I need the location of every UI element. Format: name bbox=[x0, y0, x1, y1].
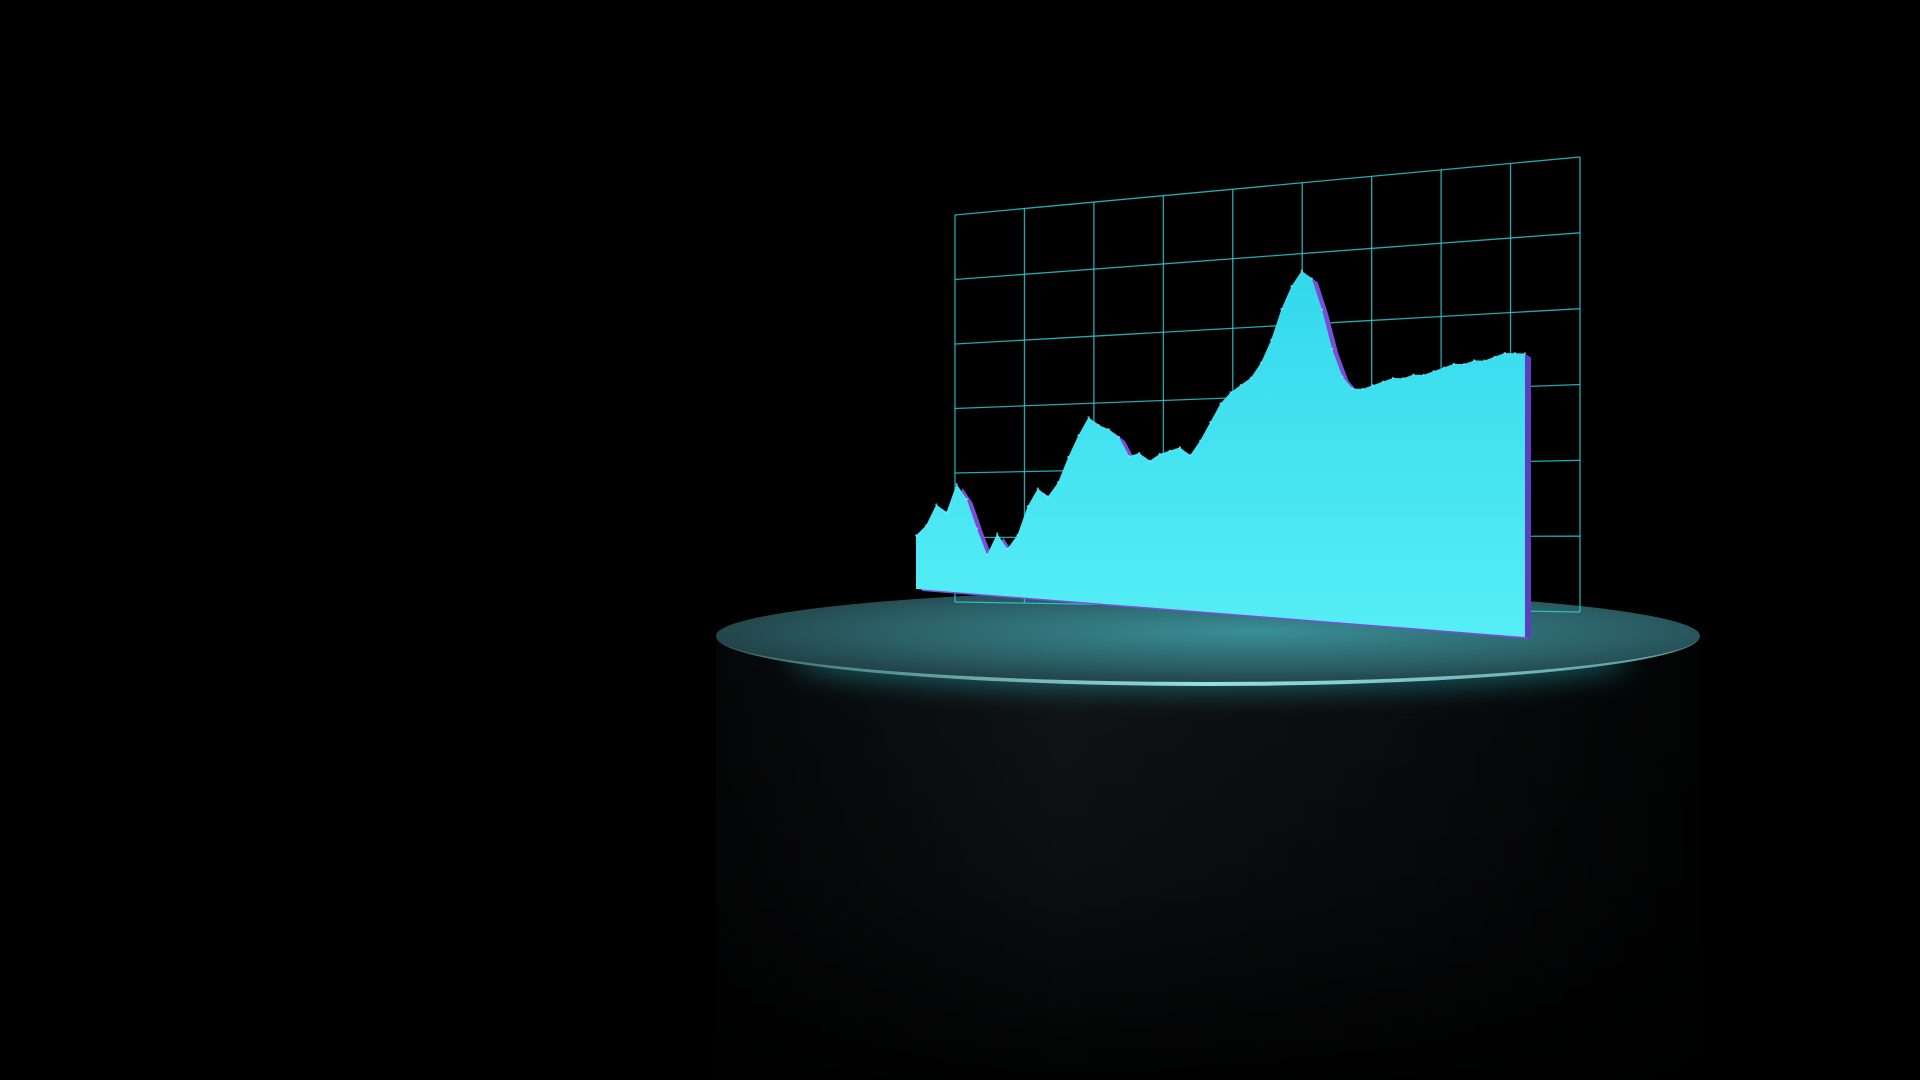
area-chart-point bbox=[1249, 376, 1253, 379]
area-chart-point bbox=[1199, 439, 1202, 442]
area-chart-point bbox=[1341, 375, 1344, 378]
area-chart-point bbox=[1209, 420, 1212, 424]
area-chart-point bbox=[1006, 547, 1009, 551]
area-chart-point bbox=[1412, 373, 1415, 376]
area-chart-point bbox=[1462, 362, 1466, 366]
area-chart-point bbox=[1026, 505, 1029, 508]
area-chart-end-face bbox=[1525, 353, 1531, 639]
area-chart-point bbox=[1493, 355, 1496, 359]
area-chart-point bbox=[1087, 416, 1090, 419]
area-chart-point bbox=[1310, 277, 1314, 280]
area-chart-point bbox=[1473, 359, 1476, 362]
area-chart-point bbox=[985, 553, 989, 556]
area-chart-point bbox=[1016, 533, 1019, 537]
area-chart-point bbox=[935, 503, 938, 506]
area-chart-point bbox=[1452, 362, 1456, 366]
area-chart bbox=[914, 269, 1531, 639]
area-chart-point bbox=[1320, 308, 1324, 311]
area-chart-point bbox=[1280, 307, 1283, 311]
grid-horizontal-line bbox=[954, 232, 1581, 281]
area-chart-point bbox=[975, 527, 979, 530]
area-chart-point bbox=[924, 524, 928, 527]
area-chart-point bbox=[1188, 454, 1192, 457]
area-chart-point bbox=[1422, 373, 1425, 377]
area-chart-point bbox=[1442, 366, 1446, 369]
area-chart-point bbox=[1229, 391, 1232, 394]
grid-horizontal-line bbox=[954, 156, 1581, 216]
area-chart-point bbox=[945, 511, 948, 514]
area-chart-point bbox=[1036, 487, 1040, 490]
area-chart-point bbox=[1067, 455, 1070, 459]
area-chart-point bbox=[1148, 459, 1151, 463]
area-chart-point bbox=[1107, 428, 1111, 431]
area-chart-point bbox=[1391, 376, 1395, 380]
area-chart-point bbox=[1127, 455, 1131, 458]
area-chart-point bbox=[1219, 402, 1222, 405]
area-chart-point bbox=[1381, 380, 1385, 383]
area-chart-point bbox=[1138, 451, 1141, 455]
area-chart-point bbox=[1117, 435, 1121, 439]
area-chart-point bbox=[1178, 446, 1182, 449]
area-chart-point bbox=[1402, 377, 1405, 380]
area-chart-fill bbox=[916, 270, 1525, 637]
area-chart-point bbox=[1330, 347, 1334, 351]
area-chart-point bbox=[996, 532, 999, 535]
area-chart-point bbox=[1168, 449, 1171, 452]
area-chart-point bbox=[1270, 338, 1273, 341]
area-chart-point bbox=[1097, 423, 1100, 427]
area-chart-point bbox=[1259, 361, 1263, 364]
area-chart-point bbox=[1351, 387, 1354, 390]
area-chart-point bbox=[1432, 370, 1435, 373]
area-chart-point bbox=[1290, 284, 1293, 288]
area-chart-point bbox=[1046, 495, 1050, 498]
area-chart-point bbox=[965, 497, 968, 501]
area-chart-point bbox=[1513, 352, 1517, 355]
area-chart-point bbox=[1483, 359, 1486, 362]
pedestal-body-shade bbox=[716, 630, 1700, 1080]
area-chart-point bbox=[1371, 384, 1374, 387]
area-chart-point bbox=[914, 534, 918, 537]
area-chart-point bbox=[955, 482, 958, 486]
area-chart-point bbox=[1158, 452, 1161, 456]
area-chart-point bbox=[1503, 351, 1506, 355]
area-chart-point bbox=[1300, 269, 1303, 272]
area-chart-point bbox=[1361, 387, 1364, 391]
area-chart-point bbox=[1056, 481, 1060, 484]
area-chart-point bbox=[1239, 383, 1243, 387]
grid-horizontal-line bbox=[954, 308, 1581, 345]
area-chart-point bbox=[1077, 434, 1080, 437]
